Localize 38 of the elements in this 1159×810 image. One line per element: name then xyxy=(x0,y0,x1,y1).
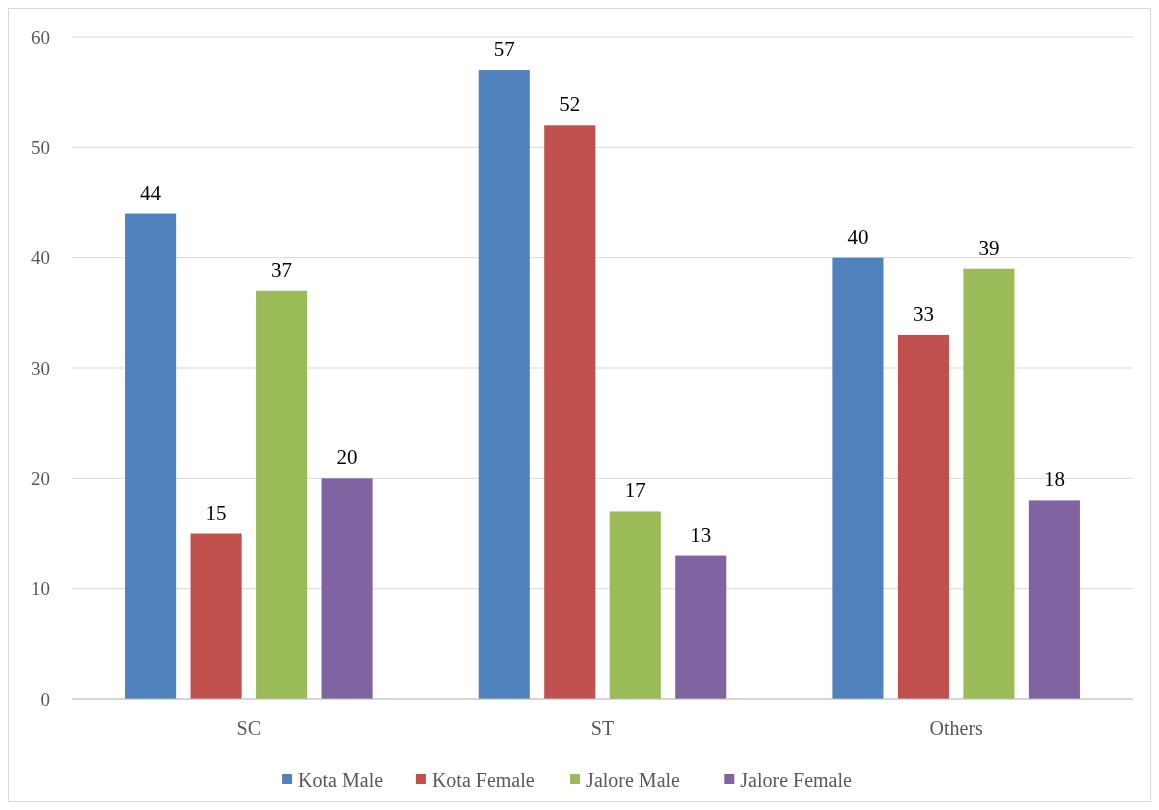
y-tick-label: 0 xyxy=(40,688,50,710)
bar xyxy=(125,213,177,699)
data-label: 39 xyxy=(978,235,1000,260)
data-label: 37 xyxy=(271,257,293,282)
bar xyxy=(832,257,884,699)
data-label: 44 xyxy=(140,180,162,205)
y-tick-label: 40 xyxy=(31,247,50,269)
x-tick-label: ST xyxy=(590,717,615,739)
x-tick-label: SC xyxy=(236,717,262,739)
y-tick-label: 60 xyxy=(31,26,50,48)
bar xyxy=(478,70,530,699)
y-tick-label: 50 xyxy=(31,136,50,158)
bar xyxy=(321,478,373,699)
data-label: 33 xyxy=(912,301,934,326)
bar xyxy=(963,268,1015,699)
legend-label: Kota Male xyxy=(298,769,384,791)
bar xyxy=(190,533,242,699)
bar xyxy=(609,511,661,699)
x-tick-label: Others xyxy=(929,717,984,739)
bar xyxy=(897,334,949,699)
legend-label: Jalore Male xyxy=(586,769,681,791)
data-label: 18 xyxy=(1043,467,1065,492)
data-label: 15 xyxy=(205,500,227,525)
data-label: 52 xyxy=(559,92,581,117)
y-tick-label: 30 xyxy=(31,357,50,379)
legend-label: Kota Female xyxy=(431,769,535,791)
y-tick-label: 20 xyxy=(31,467,50,489)
data-label: 40 xyxy=(847,224,869,249)
data-label: 57 xyxy=(493,37,515,62)
bar xyxy=(544,125,596,699)
bar xyxy=(256,290,308,699)
legend-label: Jalore Female xyxy=(740,769,853,791)
bar xyxy=(675,555,727,699)
data-label: 20 xyxy=(336,445,358,470)
bar xyxy=(1028,500,1080,699)
data-label: 17 xyxy=(624,478,646,503)
data-label: 13 xyxy=(690,522,712,547)
y-tick-label: 10 xyxy=(31,578,50,600)
